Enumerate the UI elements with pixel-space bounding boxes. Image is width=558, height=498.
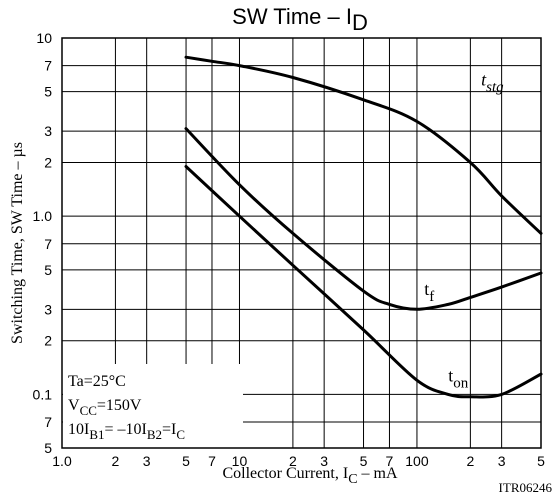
- y-tick-label: 3: [44, 123, 52, 139]
- series-labels: tstg tf ton: [424, 70, 504, 392]
- condition-ib-sub3: C: [176, 427, 185, 442]
- y-tick-label: 0.1: [33, 386, 53, 402]
- x-axis-label-sub: C: [348, 472, 357, 487]
- y-tick-label: 5: [44, 262, 52, 278]
- chart-title-sub: D: [352, 10, 368, 35]
- condition-ib-sub1: B1: [89, 427, 104, 442]
- y-axis-label: Switching Time, SW Time – µs: [9, 142, 26, 344]
- y-tick-label: 2: [44, 333, 52, 349]
- x-axis-label: Collector Current, IC – mA: [222, 465, 398, 487]
- series-tf-label: tf: [424, 279, 434, 305]
- x-axis-label-main: Collector Current, I: [222, 465, 348, 482]
- y-tick-label: 5: [44, 84, 52, 100]
- condition-ib-main: 10I: [68, 421, 89, 438]
- x-tick-label: 2: [466, 453, 474, 469]
- x-axis-label-tail: – mA: [358, 465, 398, 482]
- x-tick-label: 7: [208, 453, 216, 469]
- y-tick-label: 5: [44, 440, 52, 456]
- condition-vcc-tail: =150V: [97, 397, 142, 414]
- figure-code: ITR06246: [499, 480, 553, 495]
- condition-vcc-sub: CC: [80, 403, 97, 418]
- series-ton-line: [184, 165, 543, 399]
- y-tick-label: 3: [44, 301, 52, 317]
- x-tick-label: 3: [320, 453, 328, 469]
- series-tstg-line: [184, 55, 543, 235]
- condition-vcc-main: V: [68, 397, 80, 414]
- x-tick-label: 5: [537, 453, 545, 469]
- y-tick-label: 2: [44, 155, 52, 171]
- x-tick-label: 2: [112, 453, 120, 469]
- x-tick-label: 100: [405, 453, 429, 469]
- y-tick-label: 7: [44, 58, 52, 74]
- x-tick-label: 10: [232, 453, 248, 469]
- condition-ib-tail: =I: [162, 421, 176, 438]
- x-tick-label: 3: [498, 453, 506, 469]
- series-ton-label: ton: [448, 366, 469, 392]
- series-lines: [184, 55, 543, 399]
- condition-temperature: Ta=25°C: [68, 373, 126, 390]
- series-tstg-label: tstg: [481, 70, 504, 96]
- y-tick-label: 10: [36, 30, 52, 46]
- conditions-box: Ta=25°C VCC=150V 10IB1= –10IB2=IC: [63, 364, 243, 450]
- x-tick-label: 1.0: [52, 453, 72, 469]
- x-tick-label: 5: [182, 453, 190, 469]
- condition-ib: 10IB1= –10IB2=IC: [68, 421, 185, 442]
- x-tick-label: 5: [360, 453, 368, 469]
- y-tick-label: 7: [44, 236, 52, 252]
- plot-frame: [61, 37, 542, 449]
- y-tick-label: 7: [44, 414, 52, 430]
- x-tick-label: 3: [143, 453, 151, 469]
- y-tick-label: 1.0: [33, 208, 53, 224]
- conditions-box-background: [63, 364, 243, 450]
- condition-ib-mid: = –10I: [105, 421, 147, 438]
- condition-ib-sub2: B2: [147, 427, 162, 442]
- chart-title: SW Time – ID: [232, 4, 368, 35]
- tick-labels: 1.0 2 3 5 7 10 2 3 5 7 100 2 3 5 10 7 5 3 2 1.0 7 5 3 2 0.1 7 5: [33, 30, 546, 469]
- condition-vcc: VCC=150V: [68, 397, 142, 418]
- series-tf-line: [184, 127, 543, 311]
- chart-title-main: SW Time – I: [232, 4, 352, 29]
- x-tick-label: 2: [289, 453, 297, 469]
- x-tick-label: 7: [386, 453, 394, 469]
